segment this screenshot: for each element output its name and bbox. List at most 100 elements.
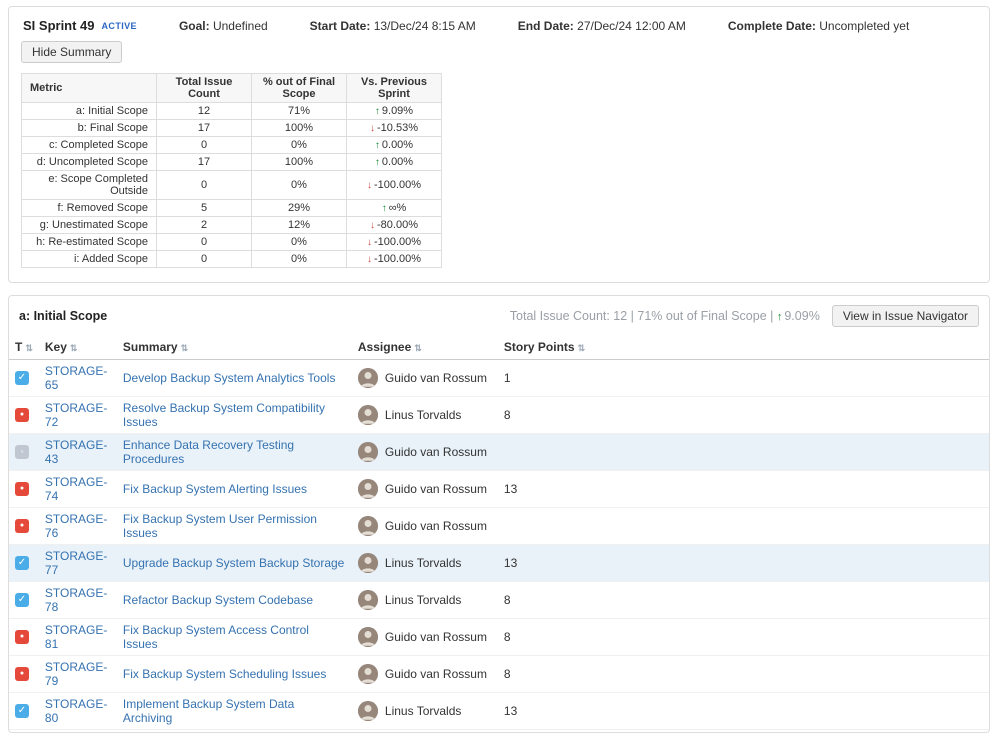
issue-summary-link[interactable]: Resolve Backup System Compatibility Issu… xyxy=(122,401,325,429)
issue-key-link[interactable]: STORAGE-77 xyxy=(44,549,108,577)
column-header-label: Key xyxy=(44,340,67,354)
end-date-label: End Date: xyxy=(517,18,574,33)
trend-value: -100.00% xyxy=(373,253,422,265)
total-issue-count-value: 0 xyxy=(156,233,252,251)
total-issue-count-value: 2 xyxy=(156,216,252,234)
pct-final-scope-value: 0% xyxy=(251,250,347,268)
metric-label: b: Final Scope xyxy=(21,119,157,137)
issue-key-link[interactable]: STORAGE-80 xyxy=(44,697,108,725)
vs-previous-sprint-value: ↓ -100.00% xyxy=(346,233,442,251)
total-issue-count-value: 0 xyxy=(156,250,252,268)
scope-header: a: Initial Scope Total Issue Count: 12 |… xyxy=(9,296,989,335)
issue-key-link[interactable]: STORAGE-72 xyxy=(44,401,108,429)
sort-icon: ⇅ xyxy=(180,343,189,353)
issue-summary-link[interactable]: Enhance Data Recovery Testing Procedures xyxy=(122,438,295,466)
issue-row: ● STORAGE-81 Fix Backup System Access Cont… xyxy=(9,618,989,656)
story-points-value xyxy=(497,507,989,545)
trend-up-icon: ↑ xyxy=(374,140,380,151)
issue-summary-link[interactable]: Fix Backup System Alerting Issues xyxy=(122,482,307,496)
column-header-key[interactable]: Key ⇅ xyxy=(38,335,117,360)
assignee-name: Linus Torvalds xyxy=(384,556,462,570)
view-in-issue-navigator-button[interactable]: View in Issue Navigator xyxy=(831,305,979,327)
column-header-label: Summary xyxy=(122,340,178,354)
column-header-summary[interactable]: Summary ⇅ xyxy=(116,335,352,360)
issue-row: ▫ STORAGE-43 Enhance Data Recovery Testing… xyxy=(9,433,989,471)
sprint-complete-date: Complete Date: Uncompleted yet xyxy=(728,19,909,33)
issue-key-link[interactable]: STORAGE-81 xyxy=(44,623,108,651)
issue-table: T ⇅ Key ⇅ Summary ⇅ Assignee ⇅ Story Points ⇅ ✓ ST… xyxy=(9,335,989,730)
summary-row: b: Final Scope 17 100% ↓ -10.53% xyxy=(21,119,442,137)
complete-date-value: Uncompleted yet xyxy=(819,18,910,33)
summary-row: h: Re-estimated Scope 0 0% ↓ -100.00% xyxy=(21,233,442,251)
trend-down-icon: ↓ xyxy=(370,123,375,134)
trend-up-icon: ↑ xyxy=(776,311,783,323)
issue-type-icon-bug: ● xyxy=(15,519,29,534)
column-header-type[interactable]: T ⇅ xyxy=(9,335,39,360)
pct-final-scope-value: 0% xyxy=(251,136,347,154)
pct-final-scope-value: 71% xyxy=(251,102,347,120)
assignee-name: Linus Torvalds xyxy=(384,408,462,422)
assignee-name: Guido van Rossum xyxy=(384,482,487,496)
issue-type-icon-subtask: ▫ xyxy=(15,445,29,460)
summary-col-vs-previous-sprint: Vs. Previous Sprint xyxy=(346,73,442,103)
summary-row: f: Removed Scope 5 29% ↑ ∞% xyxy=(21,199,442,217)
summary-row: a: Initial Scope 12 71% ↑ 9.09% xyxy=(21,102,442,120)
issue-key-link[interactable]: STORAGE-76 xyxy=(44,512,108,540)
issue-type-icon-task: ✓ xyxy=(15,556,29,571)
goal-label: Goal: xyxy=(178,18,210,33)
assignee-avatar xyxy=(357,590,378,610)
issue-key-link[interactable]: STORAGE-78 xyxy=(44,586,108,614)
trend-value: -100.00% xyxy=(373,236,422,248)
assignee-avatar xyxy=(357,553,378,573)
trend-value: -100.00% xyxy=(373,179,422,191)
summary-row: i: Added Scope 0 0% ↓ -100.00% xyxy=(21,250,442,268)
story-points-value: 13 xyxy=(497,544,989,582)
trend-value: -10.53% xyxy=(377,122,418,134)
vs-previous-sprint-value: ↓ -80.00% xyxy=(346,216,442,234)
column-header-assignee[interactable]: Assignee ⇅ xyxy=(351,335,498,360)
trend-up-icon: ↑ xyxy=(374,106,380,117)
issue-key-link[interactable]: STORAGE-74 xyxy=(44,475,108,503)
summary-table: Metric Total Issue Count % out of Final … xyxy=(21,73,442,268)
pct-final-scope-value: 12% xyxy=(251,216,347,234)
issue-key-link[interactable]: STORAGE-65 xyxy=(44,364,108,392)
issue-summary-link[interactable]: Upgrade Backup System Backup Storage xyxy=(122,556,345,570)
metric-label: h: Re-estimated Scope xyxy=(21,233,157,251)
issue-summary-link[interactable]: Fix Backup System Scheduling Issues xyxy=(122,667,327,681)
trend-up-icon: ↑ xyxy=(374,157,380,168)
hide-summary-button[interactable]: Hide Summary xyxy=(21,41,123,63)
trend-up-icon: ↑ xyxy=(381,203,387,214)
story-points-value: 1 xyxy=(497,359,989,397)
assignee-avatar xyxy=(357,479,378,499)
scope-stats: Total Issue Count: 12 | 71% out of Final… xyxy=(510,309,820,323)
issue-summary-link[interactable]: Refactor Backup System Codebase xyxy=(122,593,313,607)
issue-key-link[interactable]: STORAGE-43 xyxy=(44,438,108,466)
story-points-value: 8 xyxy=(497,618,989,656)
issue-summary-link[interactable]: Fix Backup System Access Control Issues xyxy=(122,623,309,651)
assignee-avatar xyxy=(357,442,378,462)
pct-final-scope-value: 0% xyxy=(251,233,347,251)
pct-final-scope-value: 100% xyxy=(251,153,347,171)
pct-final-scope-value: 29% xyxy=(251,199,347,217)
assignee-name: Guido van Rossum xyxy=(384,519,487,533)
metric-label: e: Scope Completed Outside xyxy=(21,170,157,200)
summary-col-metric: Metric xyxy=(21,73,157,103)
metric-label: f: Removed Scope xyxy=(21,199,157,217)
sprint-end-date: End Date: 27/Dec/24 12:00 AM xyxy=(518,19,686,33)
issue-key-link[interactable]: STORAGE-79 xyxy=(44,660,108,688)
total-issue-count-value: 17 xyxy=(156,119,252,137)
issue-summary-link[interactable]: Fix Backup System User Permission Issues xyxy=(122,512,317,540)
vs-previous-sprint-value: ↓ -100.00% xyxy=(346,170,442,200)
vs-previous-sprint-value: ↑ 0.00% xyxy=(346,153,442,171)
story-points-value: 8 xyxy=(497,581,989,619)
issue-table-header-row: T ⇅ Key ⇅ Summary ⇅ Assignee ⇅ Story Points ⇅ xyxy=(9,335,989,360)
metric-label: d: Uncompleted Scope xyxy=(21,153,157,171)
column-header-points[interactable]: Story Points ⇅ xyxy=(497,335,989,360)
issue-summary-link[interactable]: Implement Backup System Data Archiving xyxy=(122,697,295,725)
total-issue-count-value: 5 xyxy=(156,199,252,217)
metric-label: a: Initial Scope xyxy=(21,102,157,120)
total-issue-count-value: 12 xyxy=(156,102,252,120)
pct-final-scope-value: 100% xyxy=(251,119,347,137)
sprint-status-badge: ACTIVE xyxy=(101,20,137,31)
issue-summary-link[interactable]: Develop Backup System Analytics Tools xyxy=(122,371,336,385)
